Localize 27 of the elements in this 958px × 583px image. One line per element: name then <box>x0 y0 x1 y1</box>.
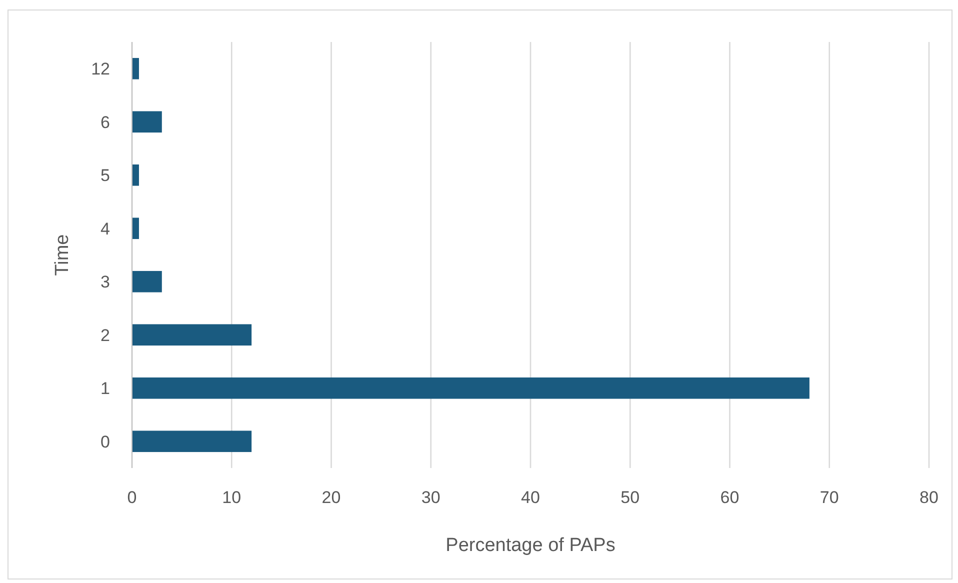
x-tick-label: 50 <box>620 488 640 507</box>
x-tick-label: 10 <box>222 488 242 507</box>
y-tick-label: 2 <box>100 326 110 345</box>
x-tick-label: 70 <box>820 488 839 507</box>
x-tick-label: 40 <box>521 488 540 507</box>
bar <box>132 430 252 452</box>
y-tick-label: 4 <box>100 219 110 238</box>
y-axis-title: Time <box>52 234 73 276</box>
y-tick-label: 1 <box>100 379 110 398</box>
x-tick-label: 60 <box>720 488 740 507</box>
x-tick-label: 30 <box>421 488 440 507</box>
y-tick-label: 12 <box>91 60 110 79</box>
bar <box>132 164 139 186</box>
y-tick-label: 6 <box>100 112 110 132</box>
bar <box>132 377 810 399</box>
x-tick-label: 20 <box>322 488 341 507</box>
bar <box>132 111 162 133</box>
x-axis-title: Percentage of PAPs <box>446 535 616 556</box>
x-tick-label: 80 <box>920 488 938 507</box>
y-tick-label: 3 <box>100 272 110 292</box>
bar <box>132 324 252 346</box>
bar <box>132 58 139 80</box>
bar <box>132 270 162 292</box>
x-tick-label: 0 <box>127 488 137 507</box>
y-tick-label: 5 <box>100 166 110 186</box>
bar <box>132 218 139 240</box>
y-tick-label: 0 <box>100 432 110 452</box>
